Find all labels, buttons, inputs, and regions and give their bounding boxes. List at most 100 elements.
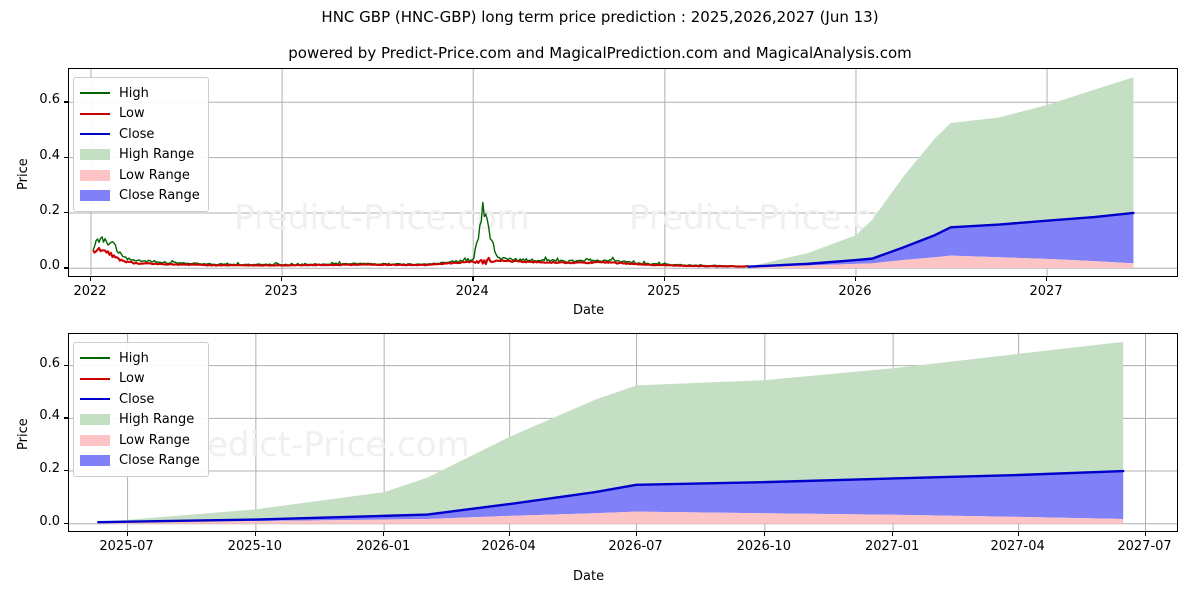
top-chart-panel: Predict-Price.com Predict-Price.com xyxy=(68,68,1178,277)
bottom-x-tick-mark xyxy=(635,532,637,536)
bottom-legend-label: High xyxy=(119,350,149,366)
bottom-legend-patch-swatch xyxy=(80,455,110,467)
top-legend-label: Low xyxy=(119,106,145,122)
bottom-x-tick-mark xyxy=(383,532,385,536)
top-x-tick-mark xyxy=(281,277,283,281)
top-legend-item-low: Low xyxy=(80,104,200,125)
top-x-tick-mark xyxy=(1046,277,1048,281)
bottom-close-line xyxy=(97,469,1125,524)
bottom-y-tick: 0.4 xyxy=(39,408,60,424)
bottom-y-tick: 0.6 xyxy=(39,355,60,371)
top-y-tick: 0.2 xyxy=(39,202,60,218)
top-x-tick-mark xyxy=(89,277,92,281)
top-x-tick: 2025 xyxy=(647,284,681,299)
top-legend-label: Close xyxy=(119,126,155,142)
top-legend-item-high: High xyxy=(80,83,200,104)
bottom-x-tick-mark xyxy=(763,532,766,536)
top-legend-line-swatch xyxy=(80,133,110,136)
bottom-x-tick: 2027-04 xyxy=(990,539,1045,554)
bottom-legend-label: High Range xyxy=(119,412,195,428)
bottom-x-tick: 2026-01 xyxy=(355,539,411,554)
bottom-x-axis-label: Date xyxy=(573,569,605,584)
bottom-legend-patch-swatch xyxy=(80,434,110,446)
bottom-legend-item-high-range: High Range xyxy=(80,410,200,431)
chart-title: HNC GBP (HNC-GBP) long term price predic… xyxy=(321,8,879,26)
bottom-y-tick-mark xyxy=(64,522,68,525)
top-legend-line-swatch xyxy=(80,92,110,95)
top-legend-line-swatch xyxy=(80,112,110,115)
bottom-legend-label: Low Range xyxy=(119,432,190,448)
bottom-high-range-band xyxy=(98,341,1124,523)
top-high-range-band xyxy=(748,77,1134,267)
top-legend-label: Low Range xyxy=(119,167,190,183)
top-y-tick: 0.4 xyxy=(39,147,60,163)
bottom-y-tick: 0.2 xyxy=(39,461,60,477)
bottom-y-tick-mark xyxy=(64,417,68,419)
top-y-tick-mark xyxy=(64,101,68,103)
bottom-x-tick: 2026-04 xyxy=(481,539,536,554)
top-x-tick-mark xyxy=(854,277,857,281)
bottom-legend: High Low Close High Range Low Range Close Ran… xyxy=(73,342,209,477)
top-x-tick: 2022 xyxy=(73,284,107,299)
top-legend-item-close: Close xyxy=(80,124,200,145)
top-legend-item-high-range: High Range xyxy=(80,145,200,166)
top-y-tick: 0.0 xyxy=(39,258,60,274)
bottom-x-tick-mark xyxy=(892,532,894,536)
bottom-x-tick-mark xyxy=(1017,532,1019,536)
bottom-legend-patch-swatch xyxy=(80,414,110,426)
bottom-x-tick-mark xyxy=(508,532,510,536)
top-low-range-band xyxy=(748,255,1134,269)
bottom-legend-item-close-range: Close Range xyxy=(80,451,200,472)
bottom-close-range-band xyxy=(98,471,1124,523)
top-close-range-band xyxy=(748,212,1134,267)
bottom-x-tick-mark xyxy=(1144,532,1146,536)
top-plot-svg: Predict-Price.com Predict-Price.com xyxy=(69,69,1177,276)
chart-subtitle: powered by Predict-Price.com and Magical… xyxy=(288,44,912,62)
bottom-x-tick: 2027-07 xyxy=(1117,539,1172,554)
top-x-axis-label: Date xyxy=(573,303,605,318)
top-legend-patch-swatch xyxy=(80,169,110,181)
top-x-tick: 2027 xyxy=(1029,284,1063,299)
bottom-x-tick: 2026-07 xyxy=(608,539,663,554)
top-legend-item-low-range: Low Range xyxy=(80,165,200,186)
top-x-tick: 2024 xyxy=(455,284,489,299)
top-x-tick: 2023 xyxy=(264,284,298,299)
bottom-legend-line-swatch xyxy=(80,377,110,380)
top-legend-label: Close Range xyxy=(119,188,200,204)
top-legend-label: High xyxy=(119,85,149,101)
bottom-y-tick-mark xyxy=(64,470,68,472)
top-legend-patch-swatch xyxy=(80,190,110,202)
bottom-y-tick-mark xyxy=(64,364,68,366)
top-y-axis-label: Price xyxy=(16,158,31,190)
bottom-x-tick: 2025-07 xyxy=(99,539,154,554)
top-legend-label: High Range xyxy=(119,147,195,163)
bottom-x-tick: 2025-10 xyxy=(227,539,282,554)
top-legend-item-close-range: Close Range xyxy=(80,186,200,207)
bottom-legend-label: Low xyxy=(119,371,145,387)
top-x-tick: 2026 xyxy=(838,284,872,299)
bottom-x-tick: 2026-10 xyxy=(736,539,791,554)
bottom-legend-line-swatch xyxy=(80,398,110,401)
bottom-legend-item-high: High xyxy=(80,348,200,369)
bottom-y-tick: 0.0 xyxy=(39,513,60,529)
bottom-legend-line-swatch xyxy=(80,357,110,360)
bottom-legend-item-low: Low xyxy=(80,369,200,390)
top-y-tick-mark xyxy=(64,156,68,158)
watermark-text: Predict-Price.com xyxy=(174,425,470,465)
bottom-x-tick: 2027-01 xyxy=(864,539,920,554)
bottom-low-range-band xyxy=(98,511,1124,524)
bottom-x-tick-mark xyxy=(126,532,128,536)
bottom-x-tick-mark xyxy=(254,532,257,536)
top-y-tick-mark xyxy=(64,267,68,269)
top-legend: High Low Close High Range Low Range Close Ran… xyxy=(73,77,209,212)
bottom-legend-item-close: Close xyxy=(80,389,200,410)
top-x-tick-mark xyxy=(472,277,474,281)
top-close-line xyxy=(747,211,1135,268)
bottom-legend-label: Close Range xyxy=(119,453,200,469)
bottom-legend-label: Close xyxy=(119,391,155,407)
top-legend-patch-swatch xyxy=(80,149,110,161)
top-y-tick: 0.6 xyxy=(39,92,60,108)
